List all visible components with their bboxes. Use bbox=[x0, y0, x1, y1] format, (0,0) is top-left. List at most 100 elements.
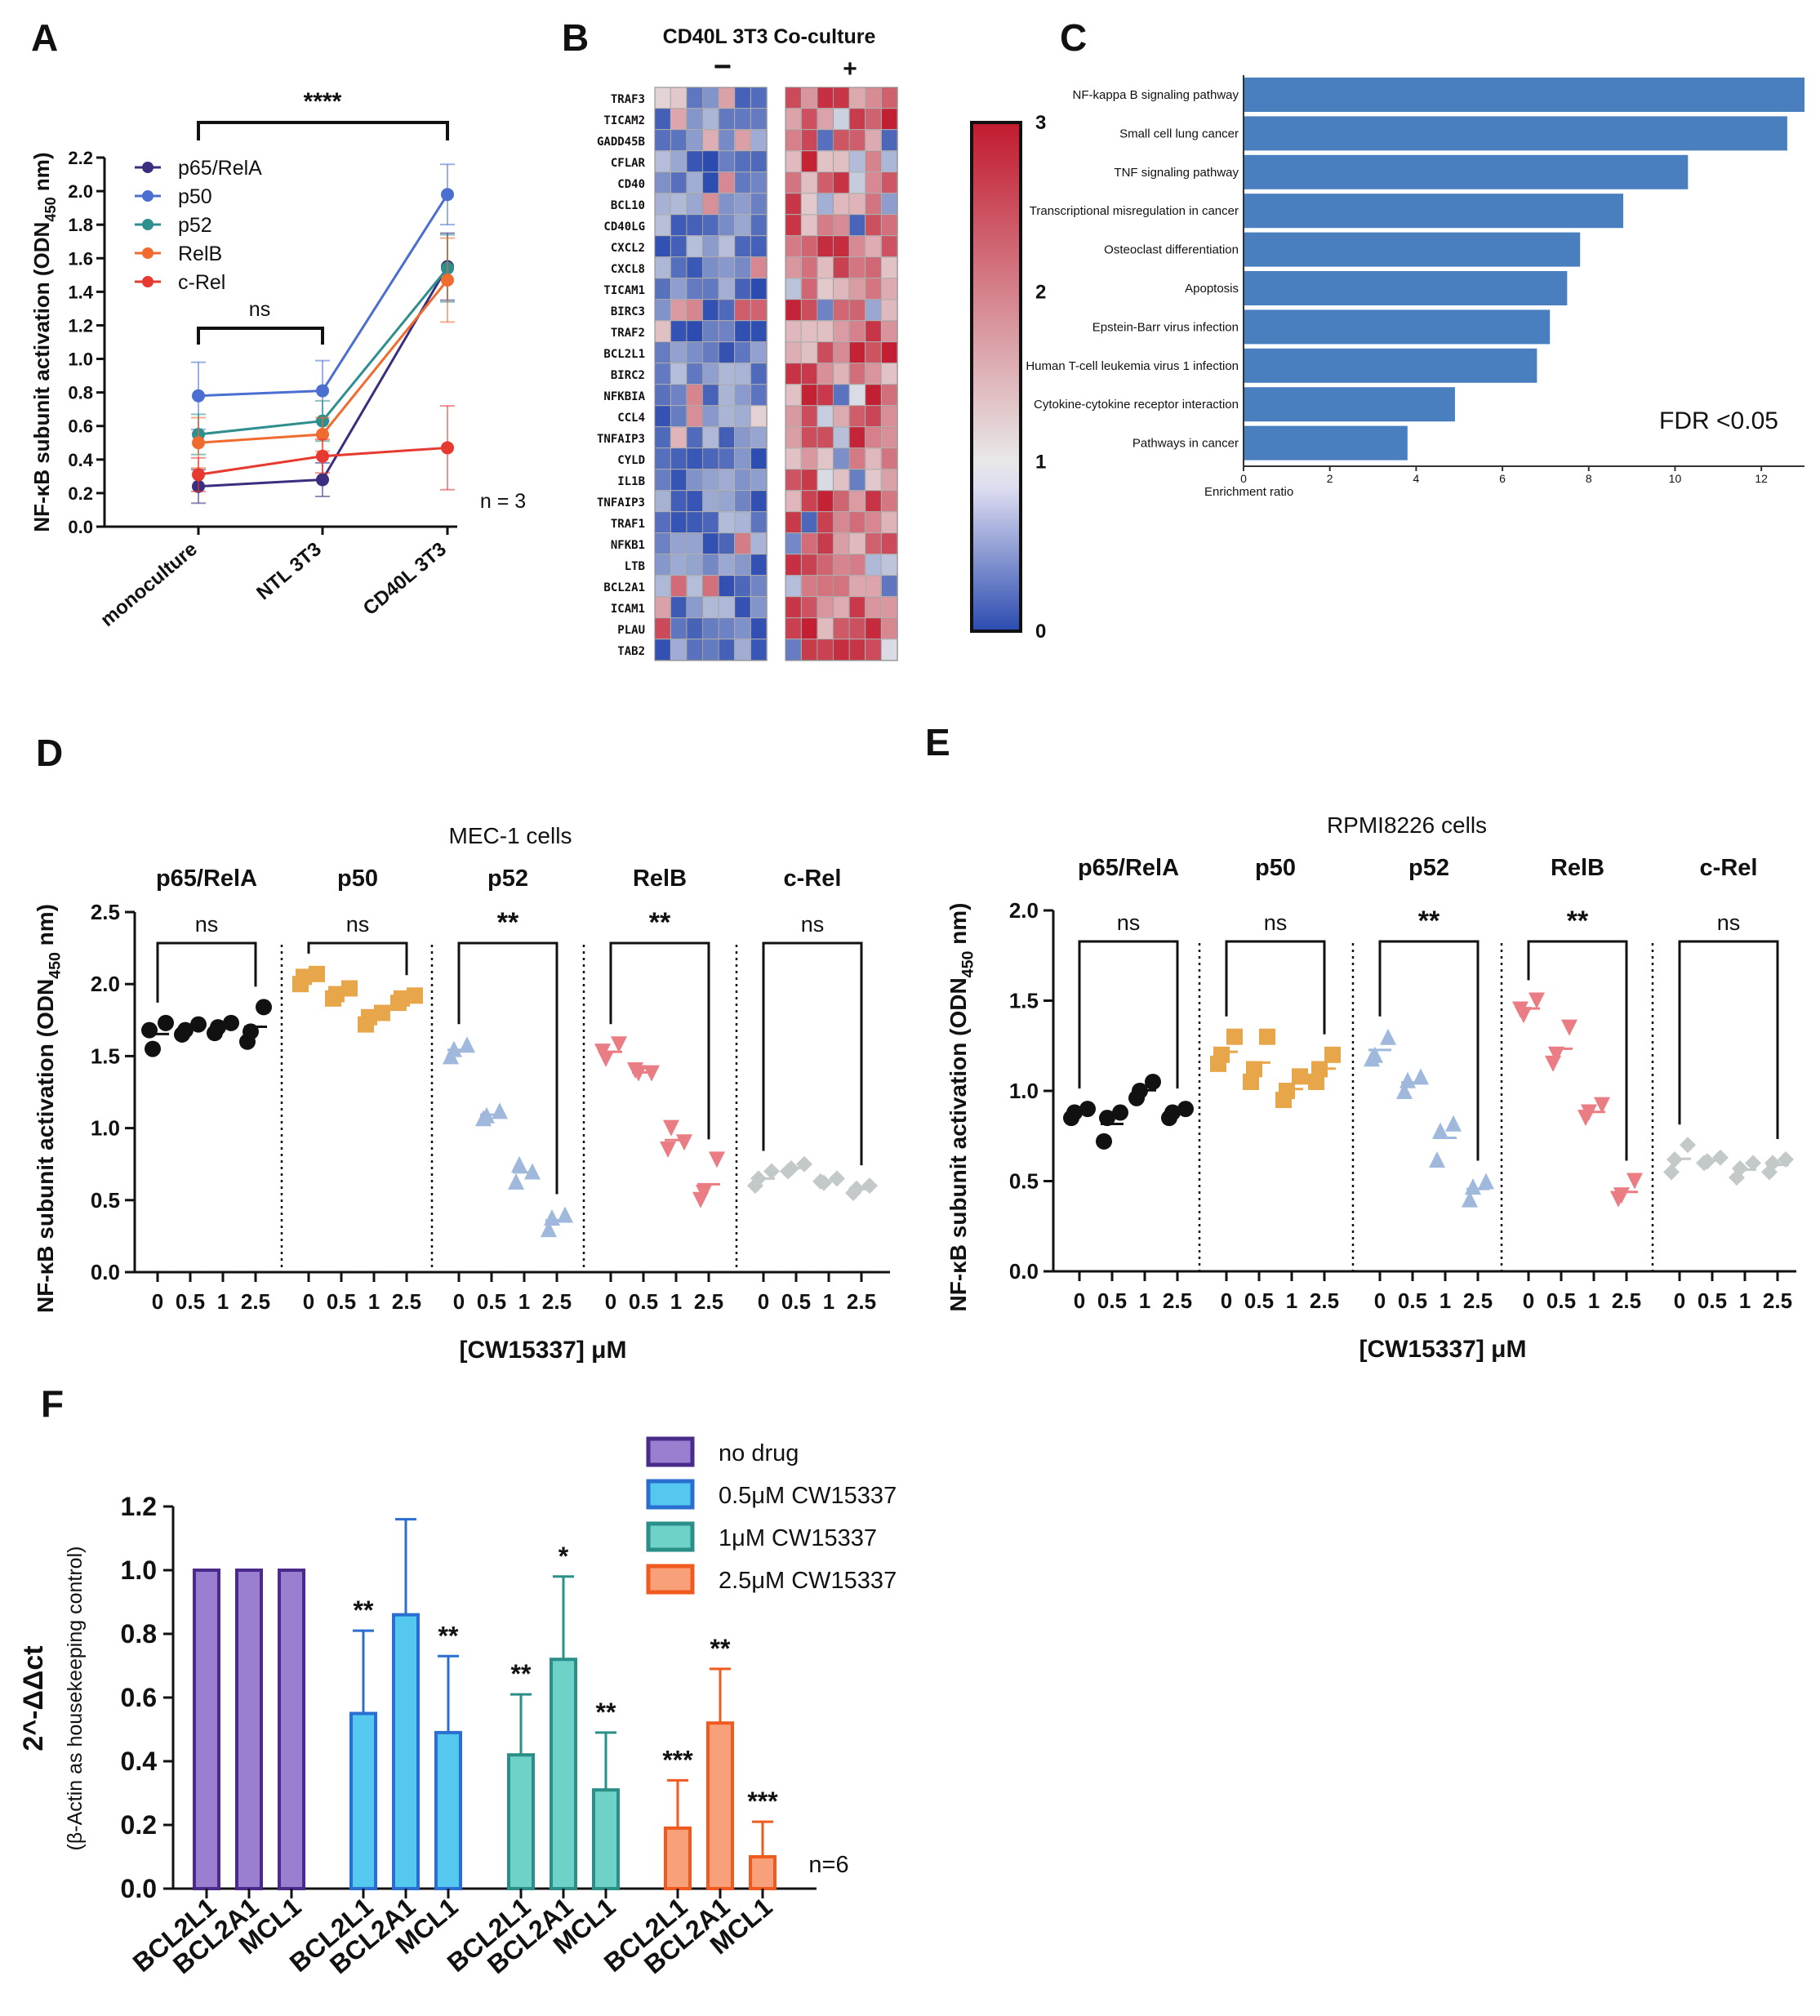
heatmap-cell bbox=[865, 639, 882, 661]
colorbar-tick-label: 1 bbox=[1035, 451, 1046, 473]
heatmap-cell bbox=[719, 256, 735, 278]
heatmap-cell bbox=[881, 596, 897, 618]
panel-label-f: F bbox=[41, 1382, 64, 1425]
x-tick-label: 2.5 bbox=[1612, 1288, 1641, 1313]
gene-label: BIRC3 bbox=[611, 305, 645, 318]
data-point-circle bbox=[1099, 1110, 1115, 1127]
heatmap-cell bbox=[849, 150, 866, 172]
x-tick-label: 0.5 bbox=[1244, 1288, 1274, 1313]
heatmap-cell bbox=[686, 87, 703, 109]
heatmap-cell bbox=[702, 108, 719, 130]
heatmap-cell bbox=[849, 171, 866, 194]
heatmap-cell bbox=[734, 469, 751, 491]
heatmap-cell bbox=[865, 108, 882, 130]
heatmap-cell bbox=[865, 214, 882, 236]
heatmap-cell bbox=[670, 447, 687, 470]
heatmap-cell bbox=[801, 171, 817, 194]
heatmap-cell bbox=[817, 129, 834, 151]
heatmap-cell bbox=[881, 150, 897, 172]
heatmap-cell bbox=[702, 278, 719, 300]
colorbar-tick-label: 0 bbox=[1035, 621, 1046, 643]
gene-label: BCL2L1 bbox=[603, 348, 645, 361]
heatmap-cell bbox=[849, 511, 866, 533]
enrichment-bar bbox=[1244, 271, 1568, 305]
heatmap-cell bbox=[654, 469, 671, 491]
bar-f_1 bbox=[507, 1753, 535, 1890]
heatmap-cell bbox=[750, 384, 767, 406]
data-point-circle bbox=[223, 1014, 239, 1031]
x-tick-label: 12 bbox=[1755, 472, 1768, 485]
significance-label: ** bbox=[1567, 906, 1589, 937]
heatmap-cell bbox=[702, 299, 719, 321]
x-tick-label: 0.5 bbox=[629, 1289, 658, 1314]
data-point-diamond bbox=[861, 1177, 878, 1195]
data-point-square bbox=[1292, 1068, 1308, 1085]
heatmap-cell bbox=[817, 532, 834, 554]
heatmap-cell bbox=[817, 87, 834, 109]
heatmap-cell bbox=[719, 426, 735, 448]
gene-label: ICAM1 bbox=[611, 603, 645, 616]
heatmap-cell bbox=[881, 87, 897, 109]
significance-label: ns bbox=[1117, 910, 1141, 935]
x-tick-label: 2.5 bbox=[542, 1289, 572, 1314]
heatmap-cell bbox=[865, 150, 882, 172]
heatmap-cell bbox=[865, 341, 882, 363]
heatmap-cell bbox=[801, 214, 817, 236]
data-point-triangle-down bbox=[1581, 1104, 1597, 1121]
significance-label: ** bbox=[1418, 906, 1440, 937]
heatmap-cell bbox=[670, 532, 687, 554]
x-tick-label: 1 bbox=[1286, 1288, 1297, 1313]
heatmap-cell bbox=[817, 320, 834, 342]
data-point-square bbox=[407, 987, 423, 1004]
heatmap-cell bbox=[833, 320, 850, 342]
y-tick-label: 0.8 bbox=[121, 1619, 157, 1649]
gene-label: BCL2A1 bbox=[603, 581, 645, 594]
heatmap-border bbox=[654, 87, 768, 661]
heatmap-cell bbox=[719, 511, 735, 533]
significance-label: *** bbox=[662, 1745, 693, 1774]
heatmap-cell bbox=[719, 469, 735, 491]
heatmap-cell bbox=[750, 256, 767, 278]
gene-label: CD40LG bbox=[603, 220, 645, 234]
heatmap-cell bbox=[817, 575, 834, 597]
data-point-triangle bbox=[492, 1102, 508, 1119]
heatmap-cell bbox=[817, 171, 834, 194]
data-point-triangle-down bbox=[598, 1050, 614, 1067]
heatmap-cell bbox=[801, 490, 817, 512]
heatmap-cell bbox=[734, 171, 751, 194]
heatmap-cell bbox=[734, 363, 751, 385]
legend-label: no drug bbox=[719, 1440, 799, 1466]
heatmap-cell bbox=[719, 490, 735, 512]
data-point-triangle bbox=[557, 1206, 573, 1223]
heatmap-cell bbox=[801, 363, 817, 385]
heatmap-cell bbox=[865, 532, 882, 554]
data-point-circle bbox=[145, 1040, 161, 1057]
heatmap-cell bbox=[750, 426, 767, 448]
heatmap-cell bbox=[670, 426, 687, 448]
heatmap-cell bbox=[801, 129, 817, 151]
group-header: p52 bbox=[487, 866, 528, 892]
heatmap-cell bbox=[849, 639, 866, 661]
x-tick-label: 2.5 bbox=[241, 1289, 270, 1314]
heatmap-cell bbox=[865, 87, 882, 109]
significance-bracket bbox=[1378, 940, 1480, 1161]
gene-label: TRAF2 bbox=[611, 327, 645, 340]
heatmap-cell bbox=[654, 575, 671, 597]
heatmap-cell bbox=[849, 384, 866, 406]
significance-label: ns bbox=[249, 298, 270, 321]
significance-label: ns bbox=[1264, 910, 1288, 935]
heatmap-cell bbox=[686, 214, 703, 236]
heatmap-cell bbox=[785, 532, 802, 554]
heatmap-cell bbox=[865, 596, 882, 618]
group-header: p52 bbox=[1408, 855, 1449, 881]
x-tick-label: 0.5 bbox=[176, 1289, 205, 1314]
data-point-triangle-down bbox=[630, 1065, 647, 1082]
heatmap-cell bbox=[849, 532, 866, 554]
panel-e-scatter-rpmi8226: RPMI8226 cells 0.0 0.5 1.0 1.5 2.0 NF-κB subun… bbox=[946, 812, 1796, 1363]
y-tick-label: 2.2 bbox=[68, 148, 93, 168]
heatmap-cell bbox=[670, 554, 687, 576]
gene-label: TRAF1 bbox=[611, 518, 645, 531]
significance-label: ns bbox=[801, 912, 825, 937]
heatmap-cell bbox=[734, 639, 751, 661]
group-label-plus: + bbox=[843, 56, 857, 82]
